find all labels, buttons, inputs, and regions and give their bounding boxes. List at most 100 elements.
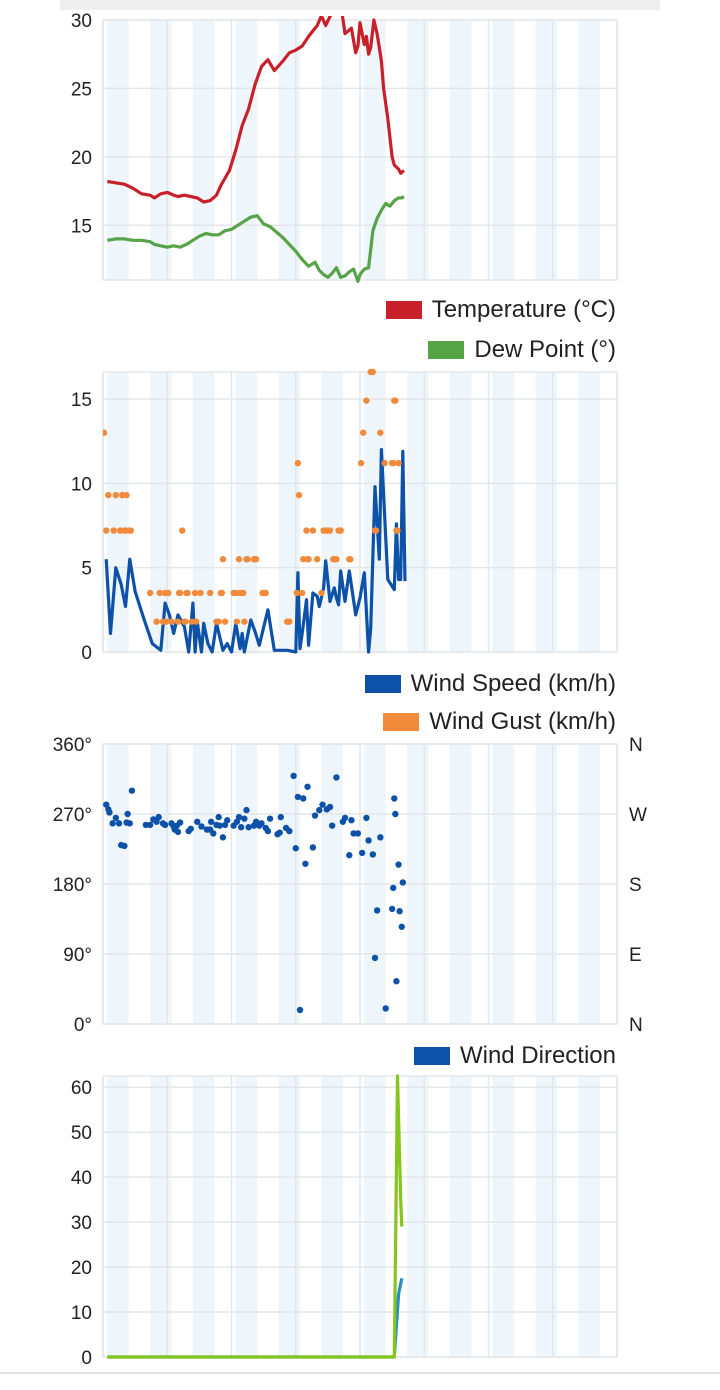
- wind-direction-point: [294, 793, 302, 801]
- wind-direction-point: [194, 818, 201, 825]
- divider: [0, 1372, 720, 1374]
- legend-item-wind-speed[interactable]: Wind Speed (km/h): [364, 670, 616, 698]
- wind-gust-km-h-point: [377, 429, 384, 436]
- y-tick-label: 0: [81, 643, 92, 664]
- wind-direction-point: [241, 815, 248, 822]
- wind-gust-km-h-point: [262, 589, 269, 597]
- wind-direction-chart: 360° N 270° W 180° S 90° E 0° N: [53, 735, 647, 1036]
- wind-gust-km-h-point: [197, 589, 204, 597]
- wind-gust-km-h-point: [326, 527, 334, 534]
- legend-item-wind-direction[interactable]: Wind Direction: [413, 1042, 616, 1070]
- wind-direction-point: [155, 813, 162, 821]
- wind-direction-point: [382, 1005, 389, 1012]
- wind-direction-point: [300, 795, 307, 802]
- wind-gust-km-h-point: [394, 527, 401, 534]
- wind-gust-km-h-point: [295, 491, 303, 499]
- wind-direction-point: [395, 861, 402, 868]
- y-tick-label: 360°: [53, 735, 92, 756]
- wind-direction-point: [328, 822, 336, 829]
- wind-direction-point: [224, 817, 231, 824]
- background-stripe: [192, 20, 215, 280]
- wind-gust-km-h-point: [192, 618, 200, 625]
- wind-gust-km-h-point: [153, 618, 160, 625]
- background-stripe: [535, 372, 558, 652]
- wind-direction-point: [128, 787, 136, 794]
- wind-speed-km-h-line: [104, 448, 407, 654]
- legend-item-temperature[interactable]: Temperature (°C): [385, 296, 616, 324]
- wind-gust-km-h-point: [179, 527, 186, 534]
- wind-gust-km-h-point: [235, 556, 243, 563]
- wind-gust-km-h-point: [162, 618, 170, 625]
- compass-tick-label: N: [629, 735, 643, 756]
- y-tick-label: 20: [71, 148, 92, 169]
- wind-gust-km-h-point: [241, 618, 248, 625]
- wind-direction-point: [245, 824, 252, 831]
- wind-gust-km-h-point: [156, 589, 163, 597]
- wind-speed-swatch: [364, 675, 401, 693]
- wind-direction-point: [121, 842, 128, 850]
- legend-item-dew-point[interactable]: Dew Point (°): [428, 336, 616, 364]
- background-stripe: [150, 372, 172, 652]
- background-stripe: [235, 1076, 258, 1357]
- wind-direction-point: [258, 820, 265, 827]
- wind-direction-point: [264, 827, 272, 835]
- legend-label: Wind Speed (km/h): [410, 670, 616, 697]
- wind-direction-point: [319, 801, 326, 808]
- wind-direction-point: [365, 837, 372, 844]
- background-stripe: [321, 1076, 343, 1357]
- compass-tick-label: S: [629, 875, 642, 896]
- wind-gust-km-h-point: [123, 491, 130, 499]
- legend-item-wind-gust[interactable]: Wind Gust (km/h): [383, 708, 616, 736]
- wind-gust-swatch: [383, 713, 420, 731]
- wind-gust-km-h-point: [381, 459, 388, 467]
- background-stripe: [492, 372, 515, 652]
- wind-gust-km-h-point: [372, 527, 380, 534]
- background-stripe: [192, 372, 215, 652]
- wind-gust-km-h-point: [112, 491, 120, 499]
- wind-direction-point: [243, 806, 250, 814]
- y-tick-label: 10: [71, 474, 92, 495]
- wind-gust-km-h-point: [233, 618, 241, 625]
- plot-frame: [102, 743, 618, 1025]
- wind-direction-point: [391, 795, 398, 802]
- background-stripe: [278, 372, 301, 652]
- wind-gust-km-h-point: [347, 556, 354, 563]
- wind-direction-point: [392, 810, 399, 818]
- y-tick-label: 0: [81, 1348, 92, 1369]
- wind-direction-point: [276, 829, 283, 836]
- wind-direction-point: [215, 813, 222, 821]
- wind-gust-km-h-point: [298, 589, 306, 597]
- wind-gust-km-h-point: [389, 459, 397, 467]
- legend-label: Wind Gust (km/h): [429, 708, 616, 735]
- wind-direction-point: [302, 860, 309, 867]
- background-stripe: [192, 1076, 215, 1357]
- wind-direction-point: [363, 814, 370, 822]
- wind-gust-km-h-point: [105, 491, 112, 499]
- wind-direction-point: [198, 823, 205, 830]
- background-stripe: [235, 20, 258, 280]
- background-stripe: [278, 20, 301, 280]
- wind-gust-km-h-point: [252, 556, 260, 563]
- wind-gust-km-h-point: [360, 429, 367, 436]
- wind-direction-point: [396, 908, 403, 915]
- wind-gust-km-h-point: [303, 527, 310, 534]
- wind-direction-point: [346, 852, 353, 859]
- wind-direction-point: [373, 907, 381, 914]
- wind-gust-km-h-point: [219, 556, 227, 563]
- wind-direction-point: [309, 844, 317, 851]
- legend-label: Temperature (°C): [431, 296, 616, 323]
- wind-direction-point: [174, 828, 182, 836]
- background-stripe: [535, 20, 558, 280]
- wind-gust-km-h-point: [337, 527, 344, 534]
- background-stripe: [535, 1076, 558, 1357]
- wind-direction-point: [316, 806, 323, 814]
- wind-direction-point: [112, 814, 120, 822]
- wind-direction-point: [369, 851, 377, 858]
- wind-direction-point: [348, 817, 355, 824]
- wind-direction-point: [277, 813, 284, 821]
- wind-gust-km-h-point: [369, 368, 377, 376]
- wind-direction-point: [237, 824, 245, 831]
- wind-direction-point: [187, 825, 195, 832]
- background-stripe: [578, 1076, 600, 1357]
